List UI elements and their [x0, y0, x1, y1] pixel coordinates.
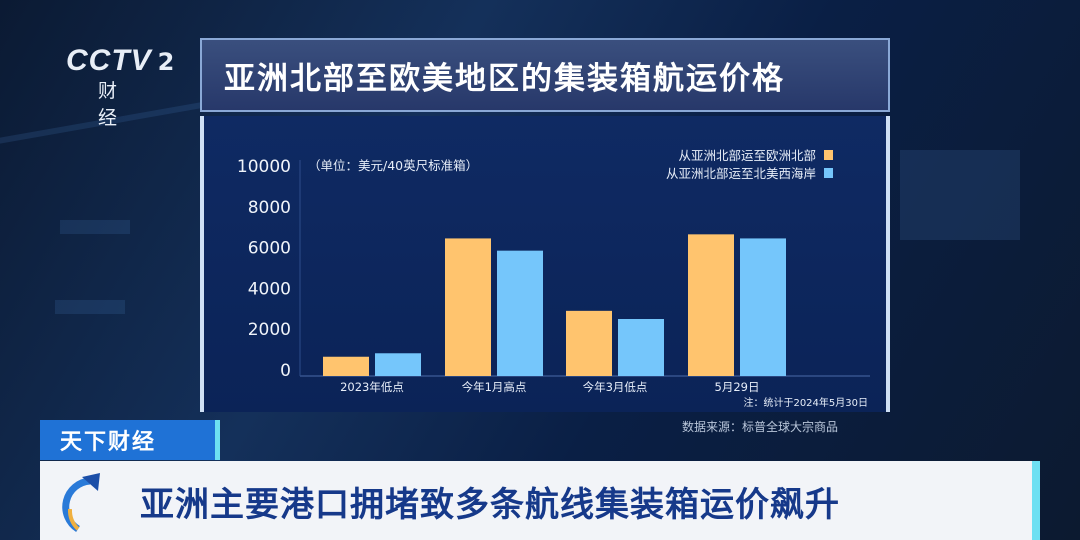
- program-tag: 天下财经: [40, 420, 220, 460]
- bar-europe: [566, 310, 612, 376]
- logo-brand: CCTV: [66, 44, 152, 77]
- upward-arrow-logo-icon: [62, 473, 100, 532]
- bar-na-west: [375, 353, 421, 376]
- bar-europe: [688, 234, 734, 376]
- logo-channel: 2: [157, 48, 175, 76]
- chart-title-panel: 亚洲北部至欧美地区的集装箱航运价格: [200, 38, 890, 112]
- bar-na-west: [618, 319, 664, 376]
- logo-name: 财 经: [98, 80, 136, 129]
- x-tick-label: 5月29日: [715, 380, 760, 394]
- legend-swatch-europe: [824, 150, 833, 160]
- bar-europe: [323, 356, 369, 376]
- legend-label-na-west: 从亚洲北部运至北美西海岸: [666, 166, 816, 181]
- cctv2-logo: CCTV 2 财 经: [66, 44, 196, 130]
- y-tick-label: 10000: [237, 157, 291, 177]
- x-tick-label: 今年3月低点: [583, 380, 648, 394]
- bar-europe: [445, 238, 491, 376]
- y-tick-label: 4000: [248, 279, 291, 299]
- y-tick-label: 0: [280, 361, 291, 381]
- headline: 亚洲主要港口拥堵致多条航线集装箱运价飙升: [140, 485, 840, 525]
- x-tick-label: 今年1月高点: [462, 380, 527, 394]
- bar-na-west: [740, 238, 786, 376]
- y-tick-label: 2000: [248, 320, 291, 340]
- legend-label-europe: 从亚洲北部运至欧洲北部: [678, 148, 816, 163]
- y-tick-label: 6000: [248, 239, 291, 259]
- unit-note: （单位：美元/40英尺标准箱）: [308, 158, 478, 173]
- y-tick-label: 8000: [248, 198, 291, 218]
- footnote: 注：统计于2024年5月30日: [743, 396, 868, 409]
- chart-title: 亚洲北部至欧美地区的集装箱航运价格: [224, 60, 785, 97]
- x-tick-label: 2023年低点: [340, 380, 404, 394]
- bar-na-west: [497, 250, 543, 376]
- headline-banner: 亚洲主要港口拥堵致多条航线集装箱运价飙升: [40, 461, 1040, 540]
- data-source: 数据来源：标普全球大宗商品: [682, 420, 839, 434]
- legend-swatch-na-west: [824, 168, 833, 178]
